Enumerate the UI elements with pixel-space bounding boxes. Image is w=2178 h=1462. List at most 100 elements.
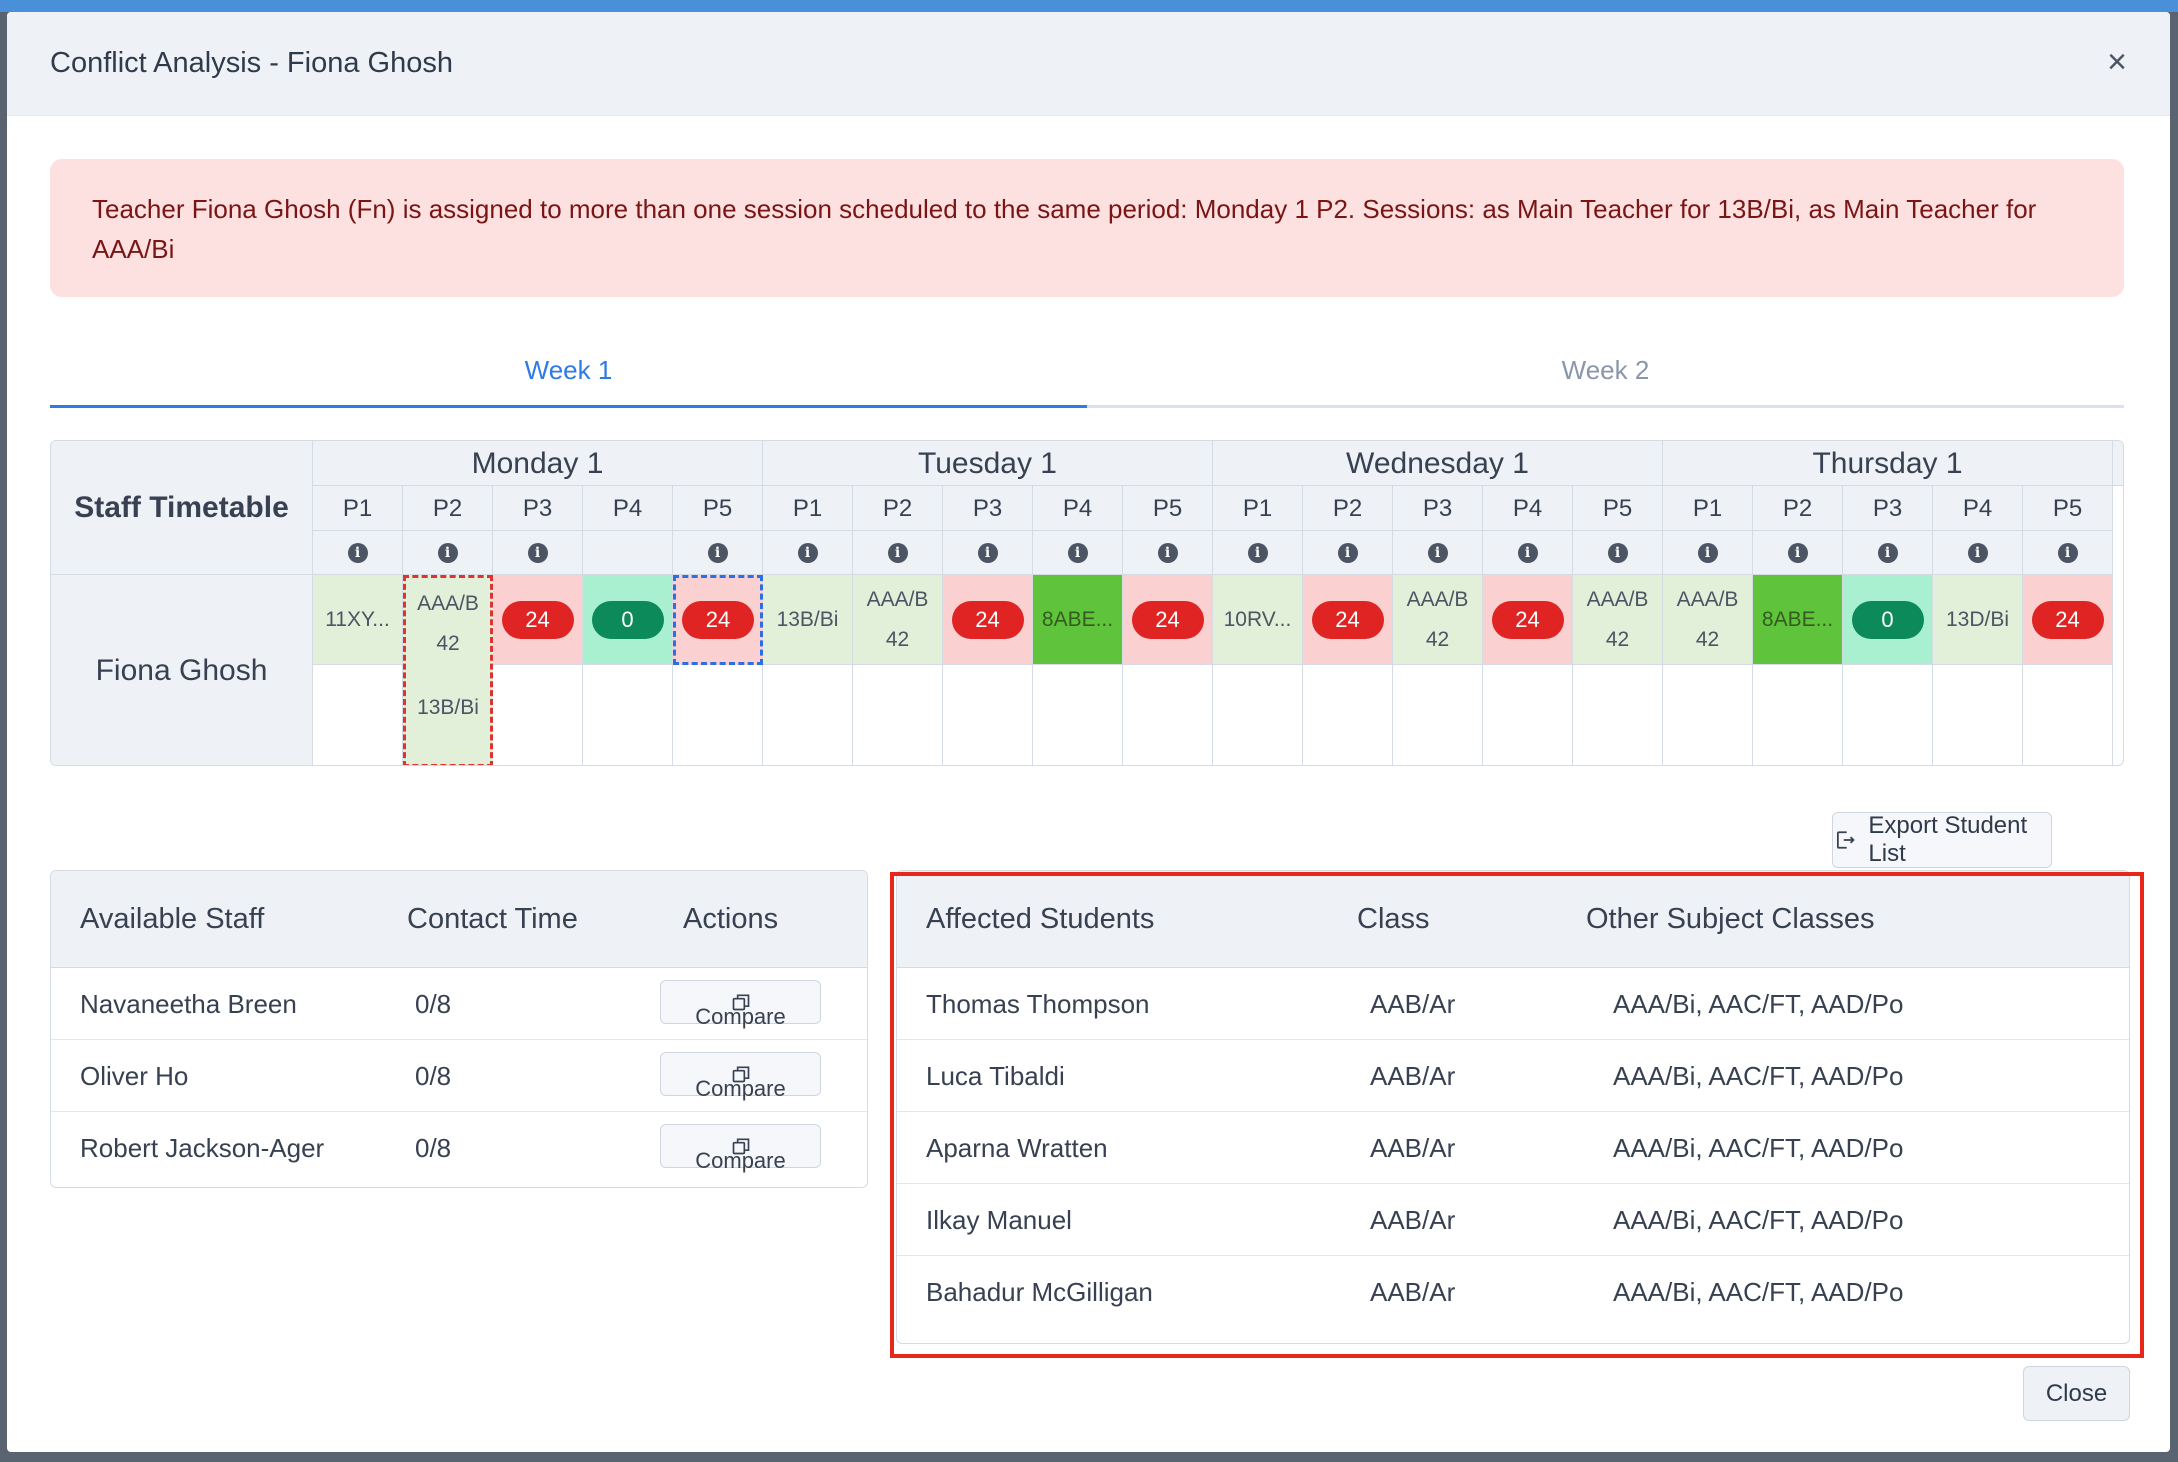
- info-icon[interactable]: i: [1247, 542, 1268, 563]
- empty-slot[interactable]: [583, 665, 673, 765]
- lesson-cell[interactable]: 10RV...: [1213, 575, 1303, 665]
- period-header: P5: [1573, 486, 1663, 531]
- available-staff-rows: Navaneetha Breen 0/8 Compare Oliver Ho 0/8 Co…: [51, 968, 867, 1184]
- empty-slot[interactable]: [1573, 665, 1663, 765]
- lesson-label: 13D/Bi: [1945, 607, 2010, 631]
- lesson-cell[interactable]: 24: [1483, 575, 1573, 665]
- period-header: P4: [1483, 486, 1573, 531]
- lesson-cell[interactable]: 13B/Bi: [763, 575, 853, 665]
- empty-slot[interactable]: [1033, 665, 1123, 765]
- compare-button[interactable]: Compare: [660, 1124, 821, 1173]
- timetable-grid: Monday 1 P1 P2 P3 P4 P5 Tuesday 1 P1 P2 P3 P4 P5 Wed…: [313, 441, 2123, 765]
- lesson-cell[interactable]: 0: [1843, 575, 1933, 665]
- info-icon[interactable]: i: [797, 542, 818, 563]
- info-icon[interactable]: i: [1337, 542, 1358, 563]
- other-subject-classes: AAA/Bi, AAC/FT, AAD/Po: [1613, 1061, 1904, 1091]
- lesson-cell[interactable]: AAA/B 42: [853, 575, 943, 665]
- export-student-list-button[interactable]: Export Student List: [1832, 812, 2052, 868]
- lesson-cell[interactable]: 11XY...: [313, 575, 403, 665]
- period-header: P4: [1033, 486, 1123, 531]
- timetable-staff-name: Fiona Ghosh: [51, 575, 313, 765]
- period-info-cell: i: [1663, 531, 1753, 575]
- info-icon[interactable]: i: [1517, 542, 1538, 563]
- lesson-cell[interactable]: 8ABE...: [1753, 575, 1843, 665]
- info-icon[interactable]: i: [2057, 542, 2078, 563]
- export-button-label: Export Student List: [1868, 812, 2028, 867]
- lesson-cell[interactable]: AAA/B 42: [1573, 575, 1663, 665]
- close-button[interactable]: Close: [2023, 1366, 2130, 1421]
- info-icon[interactable]: i: [1157, 542, 1178, 563]
- student-class: AAB/Ar: [1370, 1277, 1456, 1307]
- copy-icon: [732, 994, 749, 1011]
- empty-slot[interactable]: [763, 665, 853, 765]
- empty-slot[interactable]: [1663, 665, 1753, 765]
- period-info-cell: i: [1033, 531, 1123, 575]
- empty-slot[interactable]: [1303, 665, 1393, 765]
- empty-slot[interactable]: [943, 665, 1033, 765]
- lesson-cell[interactable]: 24: [943, 575, 1033, 665]
- tab-week-2[interactable]: Week 2: [1087, 342, 2124, 408]
- lesson-cell[interactable]: 24: [2023, 575, 2113, 665]
- lesson-cell[interactable]: 24: [1303, 575, 1393, 665]
- lesson-cell[interactable]: AAA/B 42: [1663, 575, 1753, 665]
- lesson-cell[interactable]: 13D/Bi: [1933, 575, 2023, 665]
- lesson-label: AAA/B 42: [1586, 587, 1649, 651]
- table-row: Oliver Ho 0/8 Compare: [51, 1040, 867, 1112]
- header-other-subject-classes: Other Subject Classes: [1586, 903, 1875, 935]
- period-header: P3: [493, 486, 583, 531]
- info-icon[interactable]: i: [527, 542, 548, 563]
- empty-slot[interactable]: [1393, 665, 1483, 765]
- lesson-cell[interactable]: 0: [583, 575, 673, 665]
- affected-students-panel: Affected Students Class Other Subject Cl…: [896, 870, 2130, 1344]
- table-row: Thomas Thompson AAB/Ar AAA/Bi, AAC/FT, AAD…: [897, 968, 2129, 1040]
- period-header: P3: [1393, 486, 1483, 531]
- contact-time: 0/8: [415, 1061, 452, 1091]
- lesson-cell[interactable]: AAA/B 42: [1393, 575, 1483, 665]
- conflict-alert: Teacher Fiona Ghosh (Fn) is assigned to …: [50, 159, 2124, 297]
- empty-slot[interactable]: [1933, 665, 2023, 765]
- conflict-lesson-cell[interactable]: AAA/B 42 13B/Bi: [403, 575, 493, 765]
- period-header: P2: [1303, 486, 1393, 531]
- other-subject-classes: AAA/Bi, AAC/FT, AAD/Po: [1613, 1205, 1904, 1235]
- lesson-cell[interactable]: 24: [673, 575, 763, 665]
- empty-slot[interactable]: [673, 665, 763, 765]
- empty-slot[interactable]: [1843, 665, 1933, 765]
- info-icon[interactable]: i: [707, 542, 728, 563]
- info-icon[interactable]: i: [437, 542, 458, 563]
- compare-button[interactable]: Compare: [660, 980, 821, 1029]
- conflict-lesson-label: 13B/Bi: [417, 696, 479, 719]
- info-icon[interactable]: i: [347, 542, 368, 563]
- empty-slot[interactable]: [1483, 665, 1573, 765]
- empty-slot[interactable]: [853, 665, 943, 765]
- info-icon[interactable]: i: [1067, 542, 1088, 563]
- info-icon[interactable]: i: [887, 542, 908, 563]
- empty-slot[interactable]: [493, 665, 583, 765]
- info-icon[interactable]: i: [1967, 542, 1988, 563]
- info-icon[interactable]: i: [1607, 542, 1628, 563]
- lesson-cell[interactable]: 24: [1123, 575, 1213, 665]
- tab-week-1[interactable]: Week 1: [50, 342, 1087, 408]
- info-icon[interactable]: i: [1697, 542, 1718, 563]
- modal-title: Conflict Analysis - Fiona Ghosh: [50, 47, 453, 79]
- empty-slot[interactable]: [1753, 665, 1843, 765]
- day-header: Tuesday 1: [763, 441, 1213, 486]
- info-icon[interactable]: i: [1427, 542, 1448, 563]
- available-staff-header: Available Staff Contact Time Actions: [51, 871, 867, 968]
- day-header: Monday 1: [313, 441, 763, 486]
- info-icon[interactable]: i: [1787, 542, 1808, 563]
- lesson-cell[interactable]: 8ABE...: [1033, 575, 1123, 665]
- lesson-cell[interactable]: 24: [493, 575, 583, 665]
- table-row: Bahadur McGilligan AAB/Ar AAA/Bi, AAC/FT, …: [897, 1256, 2129, 1328]
- empty-slot[interactable]: [1213, 665, 1303, 765]
- empty-slot[interactable]: [1123, 665, 1213, 765]
- other-subject-classes: AAA/Bi, AAC/FT, AAD/Po: [1613, 989, 1904, 1019]
- empty-slot[interactable]: [2023, 665, 2113, 765]
- info-icon[interactable]: i: [1877, 542, 1898, 563]
- info-icon[interactable]: i: [977, 542, 998, 563]
- close-icon[interactable]: ×: [2107, 43, 2127, 81]
- empty-slot[interactable]: [313, 665, 403, 765]
- compare-button[interactable]: Compare: [660, 1052, 821, 1101]
- timetable-corner-label: Staff Timetable: [51, 441, 313, 575]
- header-affected-students: Affected Students: [926, 903, 1155, 935]
- student-class: AAB/Ar: [1370, 1133, 1456, 1163]
